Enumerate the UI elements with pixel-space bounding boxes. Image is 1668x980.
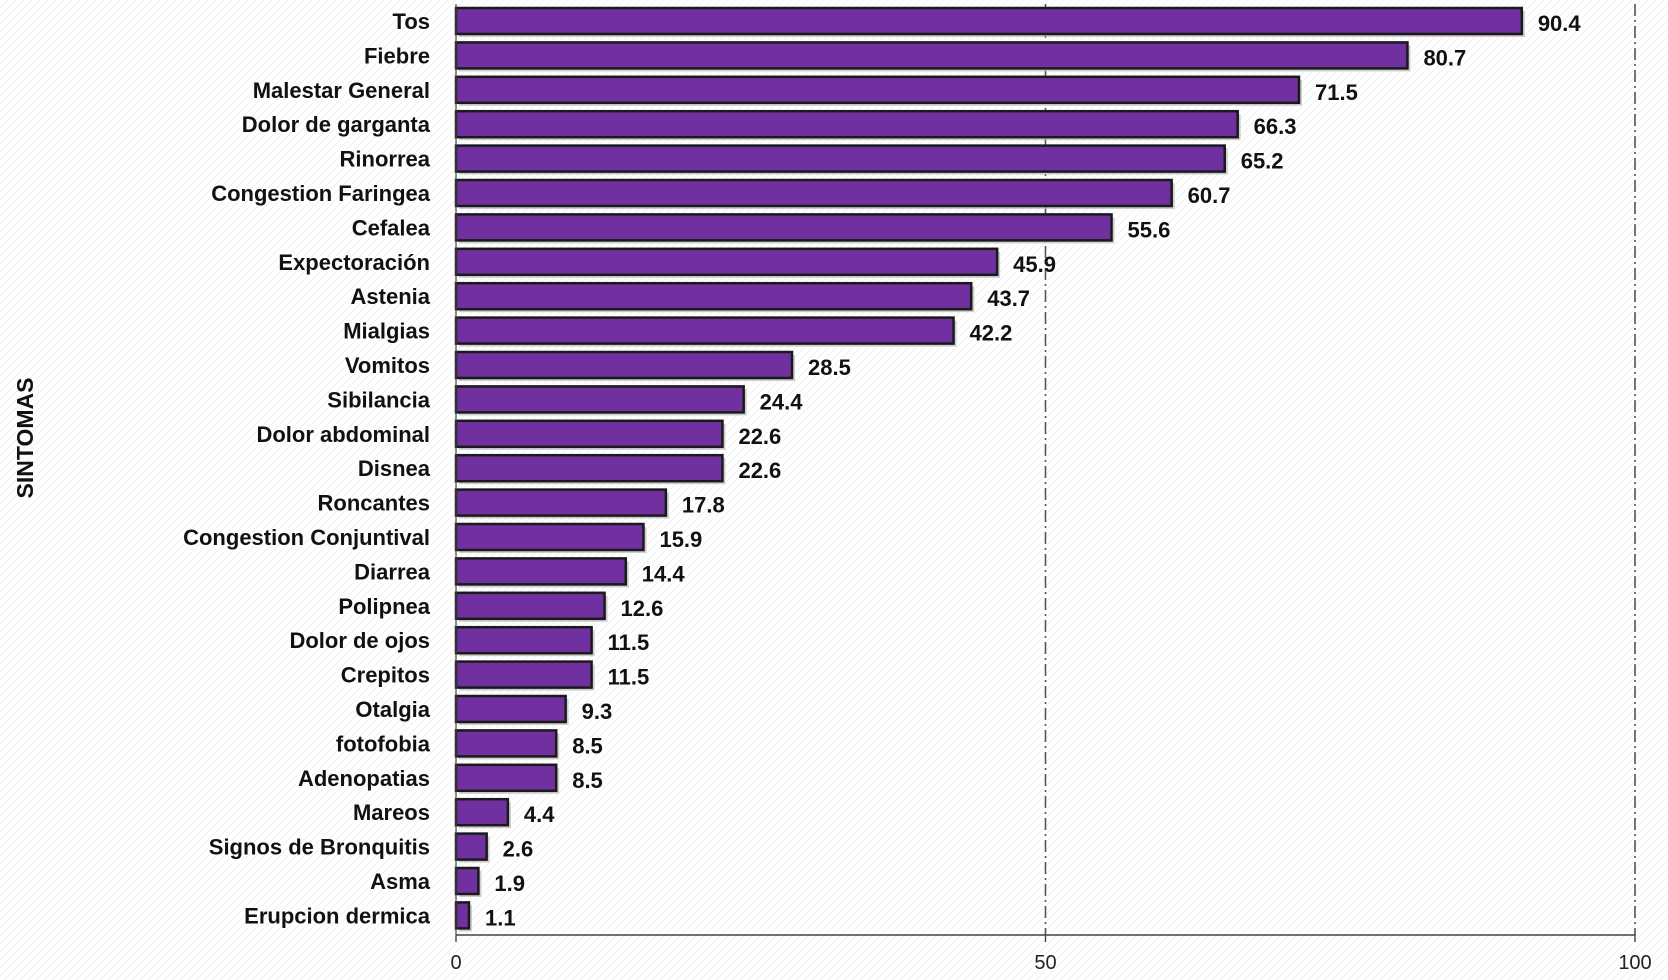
bar — [454, 832, 488, 861]
bar — [454, 763, 558, 793]
bars — [454, 6, 1525, 932]
category-label: Asma — [370, 869, 431, 894]
data-label: 8.5 — [572, 768, 603, 793]
category-label: Dolor de garganta — [242, 112, 431, 137]
data-label: 55.6 — [1128, 217, 1171, 242]
category-label: Fiebre — [364, 43, 430, 68]
category-label: Crepitos — [341, 663, 430, 688]
data-label: 65.2 — [1241, 149, 1284, 174]
category-label: Congestion Faringea — [211, 181, 431, 206]
data-label: 60.7 — [1188, 183, 1231, 208]
bar — [454, 488, 668, 517]
data-label: 1.9 — [494, 871, 525, 896]
y-axis-title: SINTOMAS — [12, 378, 38, 499]
category-label: Signos de Bronquitis — [209, 835, 430, 860]
bar — [454, 694, 567, 724]
bar — [454, 316, 955, 345]
category-labels: Tos Fiebre Malestar General Dolor de gargan… — [183, 9, 431, 928]
category-label: Diarrea — [354, 559, 431, 584]
data-label: 43.7 — [987, 286, 1030, 311]
category-label: Disnea — [358, 456, 431, 481]
data-label: 71.5 — [1315, 80, 1358, 105]
data-label: 66.3 — [1254, 114, 1297, 139]
bar — [454, 385, 745, 414]
bar — [454, 419, 724, 449]
category-label: Sibilancia — [327, 387, 430, 412]
bar — [454, 522, 645, 552]
category-label: Mialgias — [343, 319, 430, 344]
category-label: Erupcion dermica — [244, 903, 431, 928]
category-label: Dolor abdominal — [256, 422, 430, 447]
x-axis: 0 50 100 — [450, 4, 1652, 974]
data-label: 8.5 — [572, 733, 603, 758]
data-label: 28.5 — [808, 355, 851, 380]
category-label: Cefalea — [352, 215, 431, 240]
category-label: Adenopatias — [298, 766, 430, 791]
data-label: 11.5 — [608, 665, 650, 690]
data-label: 17.8 — [682, 493, 725, 518]
category-label: Polipnea — [338, 594, 430, 619]
x-tick-label: 50 — [1034, 952, 1056, 974]
category-label: Otalgia — [355, 697, 430, 722]
bar — [454, 729, 558, 758]
bar — [454, 797, 510, 827]
data-label: 45.9 — [1013, 252, 1056, 277]
category-label: fotofobia — [336, 731, 431, 756]
x-tick-label: 0 — [450, 952, 461, 974]
bar — [454, 109, 1239, 139]
data-label: 80.7 — [1423, 45, 1466, 70]
bar — [454, 901, 471, 930]
bar — [454, 6, 1524, 36]
bar — [454, 557, 628, 586]
bar — [454, 178, 1173, 208]
data-label: 2.6 — [503, 837, 534, 862]
bar — [454, 247, 999, 277]
category-label: Malestar General — [253, 78, 430, 103]
bar — [454, 866, 480, 896]
data-label: 15.9 — [659, 527, 702, 552]
bar — [454, 144, 1226, 173]
value-labels: 90.4 80.7 71.5 66.3 65.2 60.7 55.6 45.9 43.7 42.2… — [485, 11, 1581, 930]
data-label: 4.4 — [524, 802, 555, 827]
category-label: Expectoración — [278, 250, 430, 275]
category-label: Dolor de ojos — [289, 628, 430, 653]
category-label: Congestion Conjuntival — [183, 525, 430, 550]
data-label: 1.1 — [485, 905, 516, 930]
bar — [454, 660, 593, 689]
bar — [454, 350, 794, 380]
data-label: 22.6 — [738, 458, 781, 483]
data-label: 14.4 — [642, 561, 686, 586]
data-label: 90.4 — [1538, 11, 1582, 36]
category-label: Tos — [393, 9, 430, 34]
x-tick-label: 100 — [1618, 952, 1651, 974]
bar — [454, 625, 593, 655]
data-label: 9.3 — [582, 699, 613, 724]
category-label: Rinorrea — [340, 147, 431, 172]
data-label: 11.5 — [608, 630, 650, 655]
bar — [454, 213, 1113, 242]
bar — [454, 591, 606, 621]
category-label: Vomitos — [345, 353, 430, 378]
bar — [454, 281, 973, 311]
bar — [454, 41, 1409, 70]
bar — [454, 75, 1301, 105]
data-label: 42.2 — [970, 321, 1013, 346]
data-label: 12.6 — [621, 596, 664, 621]
category-label: Astenia — [351, 284, 431, 309]
category-label: Roncantes — [318, 491, 430, 516]
category-label: Mareos — [353, 800, 430, 825]
data-label: 24.4 — [760, 389, 804, 414]
data-label: 22.6 — [738, 424, 781, 449]
bar — [454, 453, 724, 483]
